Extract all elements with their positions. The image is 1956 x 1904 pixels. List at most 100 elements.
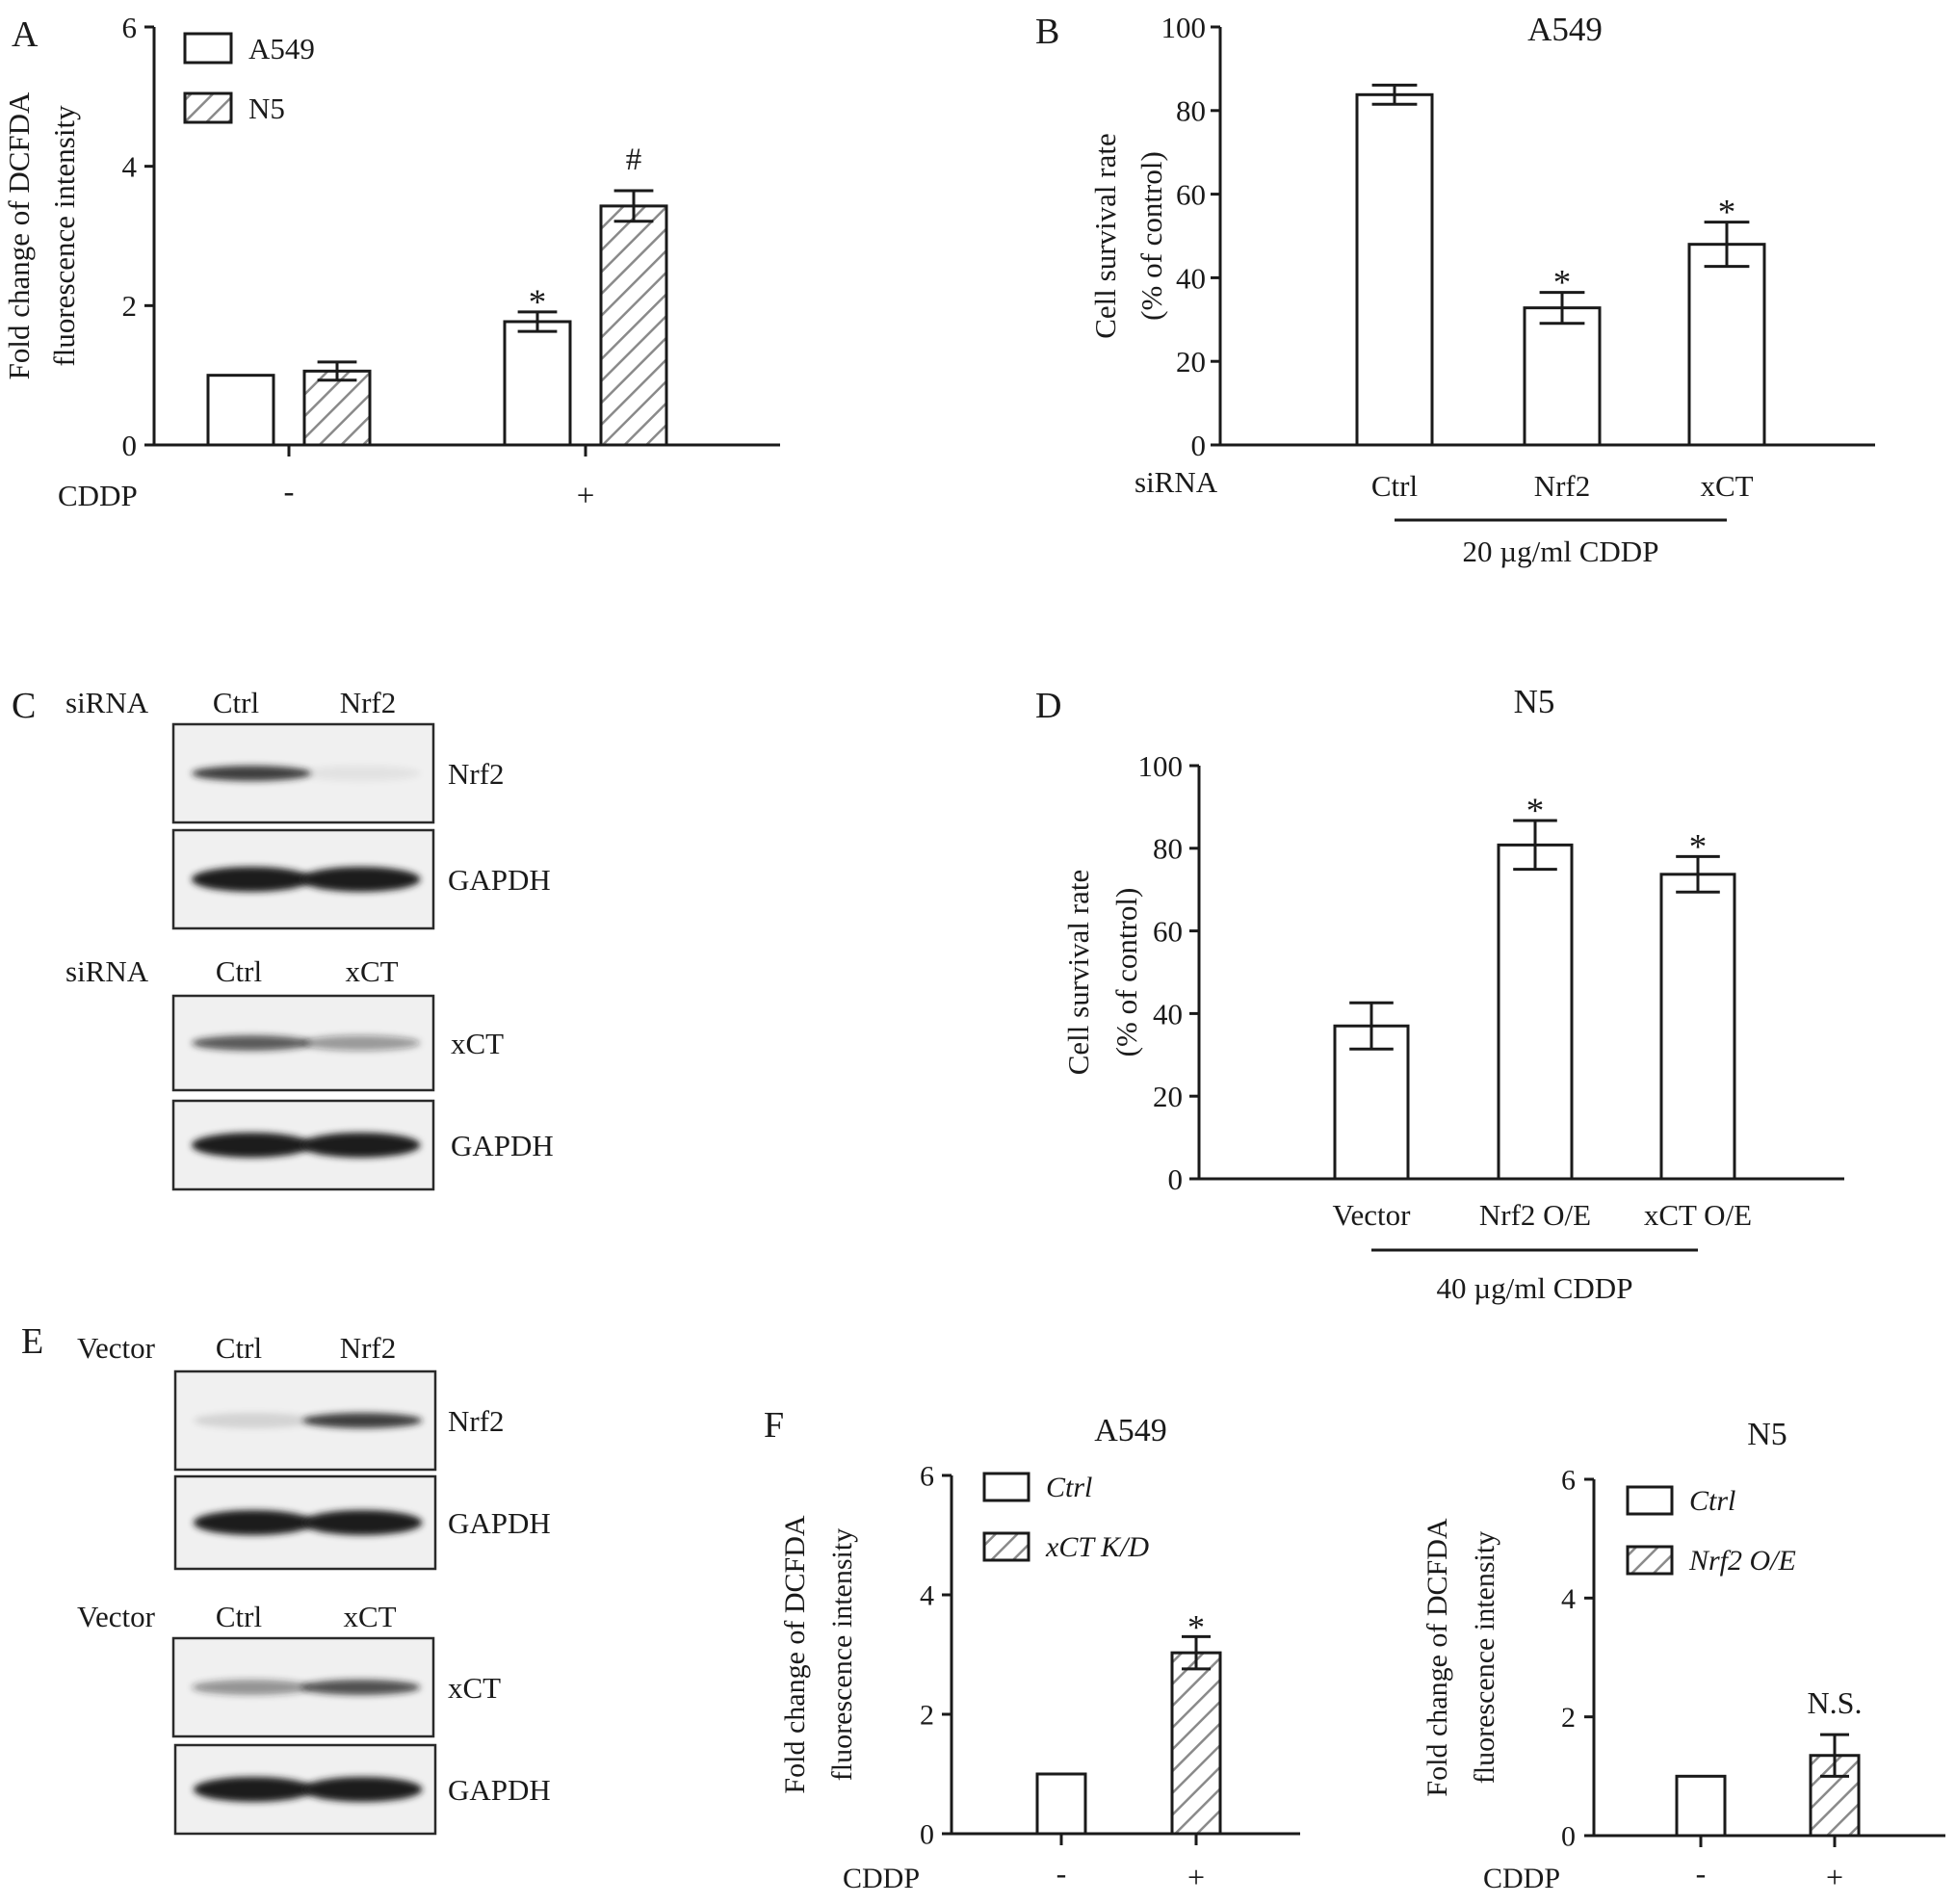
significance-label: * [1553,264,1572,303]
category-label: Nrf2 O/E [1479,1198,1591,1232]
y-tick-label: 0 [122,429,138,462]
y-axis-label: Cell survival rate [1061,870,1095,1076]
y-axis-label: (% of control) [1134,151,1168,321]
blot-band [300,1035,421,1051]
x-tick-label: + [577,479,595,513]
blot-band-label: GAPDH [451,1129,554,1162]
blot-lane-label: xCT [343,1600,396,1633]
significance-label: * [1187,1607,1205,1646]
x-tick-label: + [1187,1860,1205,1894]
y-tick-label: 2 [920,1700,934,1732]
blot-band [302,1413,423,1428]
blot-lane-label: xCT [345,954,398,988]
y-tick-label: 40 [1176,261,1206,295]
y-axis-label: Fold change of DCFDA [2,91,36,379]
bar [206,374,275,447]
blot-lane-label: Ctrl [216,1331,262,1365]
y-tick-label: 0 [1168,1162,1184,1196]
blot-band [193,1413,314,1428]
blot-band [300,867,421,892]
chart-3: 0 2 4 6 Fold change of DCFDA fluorescence int… [779,1413,1300,1894]
blot-band-label: GAPDH [448,1773,551,1807]
legend-label: N5 [248,91,285,125]
row-label: siRNA [1134,465,1218,499]
x-axis-label: CDDP [843,1863,920,1894]
bar [1523,306,1602,447]
chart-title: N5 [1747,1417,1787,1452]
chart-0: 0 2 4 6 Fold change of DCFDA fluorescence int… [2,11,780,513]
chart-title: A549 [1527,11,1603,48]
significance-label: * [1718,194,1736,233]
x-axis-label: CDDP [1483,1863,1560,1894]
category-label: Ctrl [1371,469,1418,503]
blot-row-label: siRNA [65,686,149,719]
blot-band-label: xCT [448,1671,501,1705]
blot-band-label: GAPDH [448,1506,551,1540]
blot-band [302,1510,423,1535]
category-label: xCT [1700,469,1753,503]
blot-lane-label: Ctrl [213,686,259,719]
y-tick-label: 4 [920,1580,934,1612]
y-axis-label: fluorescence intensity [1469,1531,1500,1784]
blot-panel-1: Vector Ctrl Nrf2 Nrf2 GAPDH Vector Ctrl xCT xCT G… [77,1331,551,1836]
legend-swatch [183,91,233,124]
panel-letter-d: D [1035,686,1061,726]
significance-label: N.S. [1808,1685,1863,1720]
x-tick-label: + [1826,1860,1843,1894]
y-axis-label: Cell survival rate [1088,133,1122,339]
y-tick-label: 0 [1561,1821,1576,1853]
x-tick-label: - [1056,1856,1067,1891]
y-axis-label: (% of control) [1109,888,1143,1057]
blot-row-label: Vector [77,1331,156,1365]
blot-band [193,1777,314,1802]
y-tick-label: 20 [1176,345,1206,378]
bar [1355,92,1434,447]
y-tick-label: 80 [1153,832,1183,866]
panel-letter-b: B [1035,12,1059,52]
legend-swatch [1626,1485,1674,1516]
y-tick-label: 60 [1176,177,1206,211]
group-label: 40 µg/ml CDDP [1437,1271,1633,1305]
bar [1035,1772,1087,1836]
blot-band-label: GAPDH [448,863,551,897]
chart-title: A549 [1094,1413,1167,1448]
blots-layer: siRNA Ctrl Nrf2 Nrf2 GAPDH siRNA Ctrl xCT xCT GAP… [65,686,554,1836]
x-tick-label: - [284,475,295,509]
bar [599,204,668,447]
significance-label: * [529,283,547,323]
y-tick-label: 4 [122,150,138,184]
y-tick-label: 60 [1153,914,1183,948]
blot-row-label: siRNA [65,954,149,988]
blot-band [191,1133,312,1158]
blot-band [191,1035,312,1051]
blot-band-label: xCT [451,1027,504,1060]
chart-2: 0 20 40 60 80 100 Cell survival rate (% of cont… [1061,683,1844,1305]
significance-label: # [626,143,642,177]
y-tick-label: 80 [1176,94,1206,128]
x-tick-label: - [1696,1856,1707,1891]
y-tick-label: 4 [1561,1583,1576,1615]
legend-swatch [1626,1545,1674,1576]
x-axis-label: CDDP [58,479,138,512]
panel-letter-f: F [764,1405,784,1446]
category-label: xCT O/E [1644,1198,1752,1232]
blot-band [191,867,312,892]
y-tick-label: 0 [1191,429,1207,462]
blot-band [191,1680,312,1695]
blot-band-label: Nrf2 [448,757,505,791]
y-tick-label: 2 [122,289,138,323]
bar [1687,243,1766,447]
y-tick-label: 40 [1153,997,1183,1030]
y-axis-label: Fold change of DCFDA [779,1515,811,1793]
y-axis-label: fluorescence intensity [826,1528,858,1781]
blot-band [300,1680,421,1695]
y-tick-label: 2 [1561,1702,1576,1734]
blot-lane-label: Ctrl [216,1600,262,1633]
blot-row-label: Vector [77,1600,156,1633]
y-axis-label: fluorescence intensity [47,105,81,367]
legend-swatch [982,1472,1030,1502]
panel-letter-e: E [21,1321,43,1362]
y-tick-label: 6 [122,11,138,44]
panel-letter-a: A [12,14,39,55]
